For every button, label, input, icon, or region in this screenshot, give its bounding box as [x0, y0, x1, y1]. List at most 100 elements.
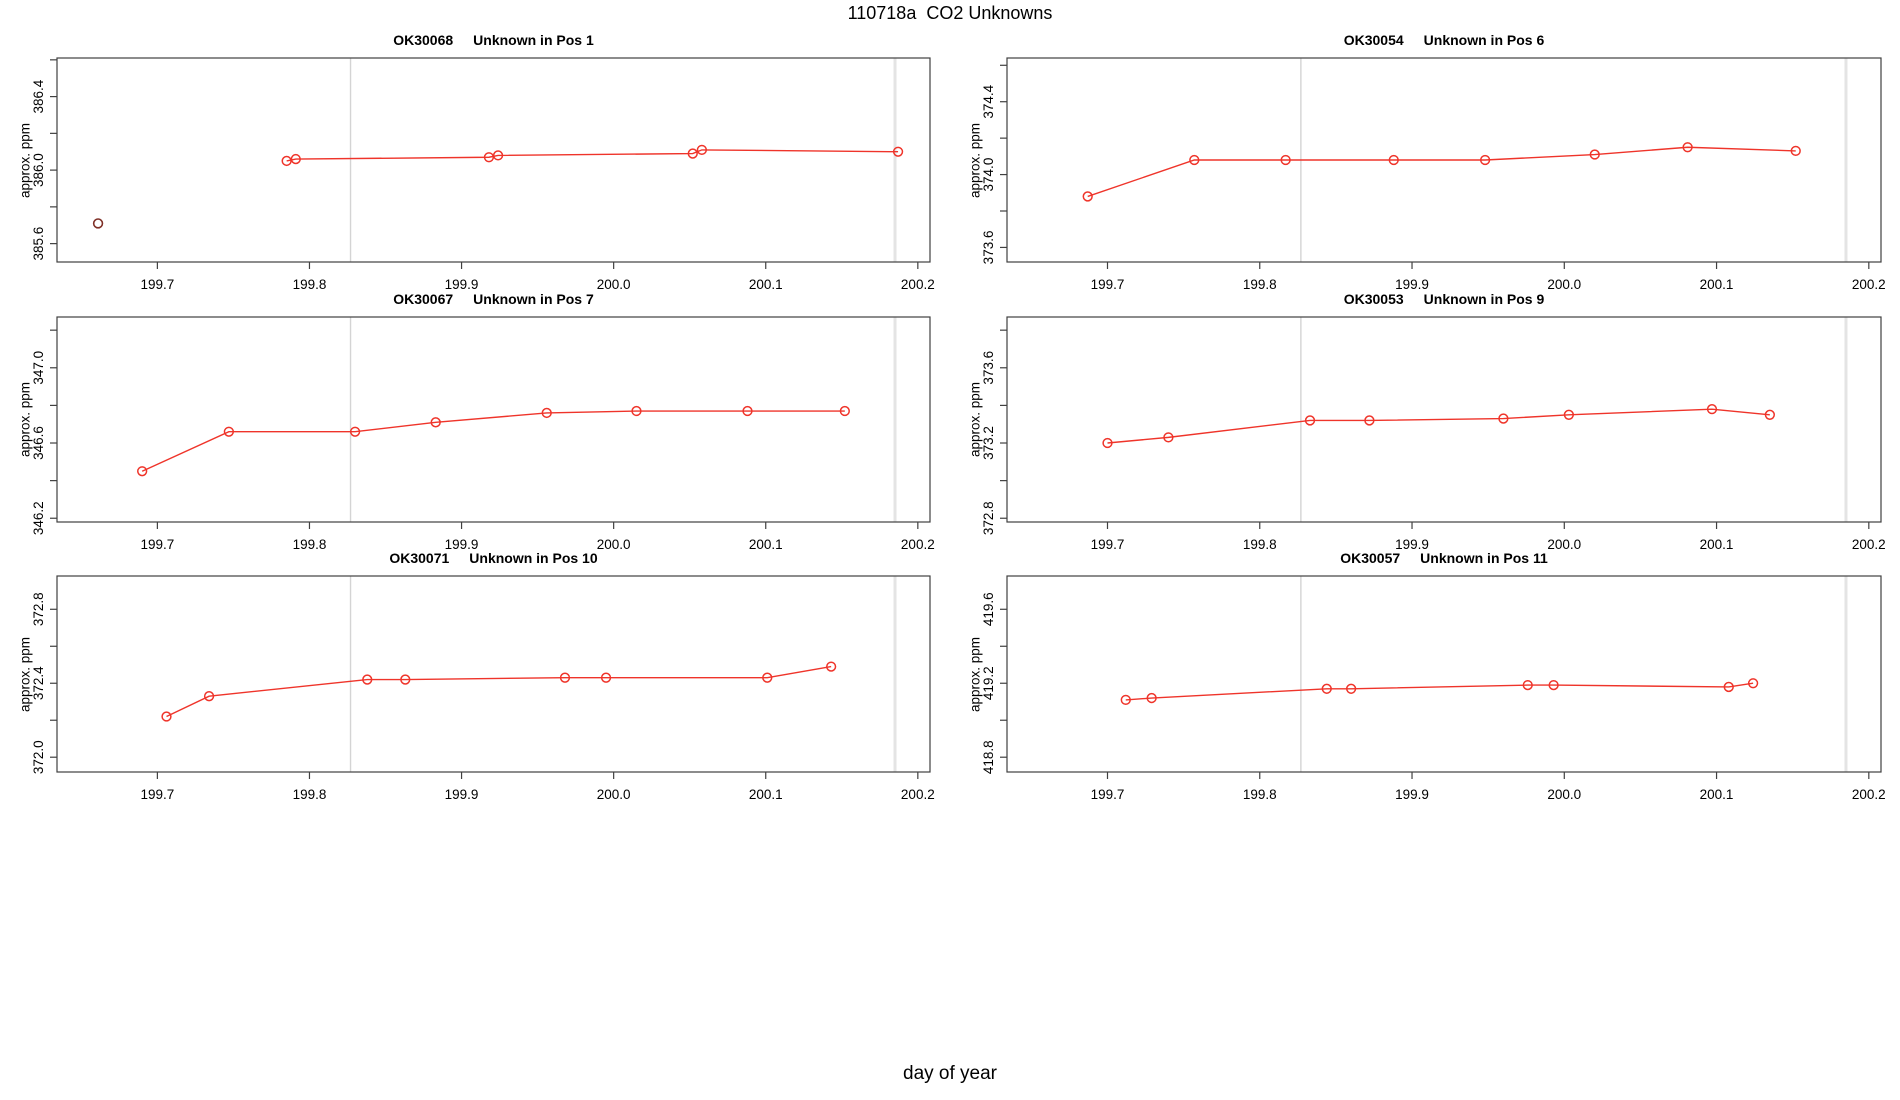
data-line [166, 665, 832, 718]
plot-canvas: 199.7 199.8 199.9 200.0 200.1 200.2 418.8 419.2… [981, 575, 1886, 802]
sample-description: Unknown in Pos 6 [1423, 32, 1545, 48]
x-tick-label: 200.2 [901, 787, 935, 802]
panel-ok30068: OK30068 Unknown in Pos 1 approx. ppm 199.… [0, 20, 950, 319]
y-tick-label: 346.2 [31, 501, 46, 535]
plot-border [56, 575, 931, 773]
y-tick-label: 347.0 [31, 351, 46, 385]
data-line [286, 149, 899, 162]
plot-border [1006, 57, 1882, 263]
panel-title: OK30057 Unknown in Pos 11 [1007, 550, 1881, 566]
data-line [1107, 408, 1770, 444]
x-tick-label: 200.1 [749, 537, 783, 552]
plot-border [56, 316, 931, 523]
y-tick-label: 372.8 [31, 592, 46, 626]
data-point [1764, 409, 1775, 420]
data-point [1747, 678, 1759, 689]
x-tick-label: 200.1 [1700, 787, 1734, 802]
panel-ok30067: OK30067 Unknown in Pos 7 approx. ppm 199.… [0, 279, 950, 579]
panel-title: OK30053 Unknown in Pos 9 [1007, 291, 1881, 307]
data-point [223, 426, 235, 437]
data-point [825, 661, 837, 672]
data-point [1723, 681, 1734, 693]
x-tick-label: 200.0 [597, 537, 631, 552]
x-tick-label: 199.7 [1091, 537, 1125, 552]
data-point [1280, 154, 1291, 166]
data-point [1589, 149, 1600, 160]
x-tick-label: 200.2 [1852, 787, 1886, 802]
data-line [1125, 682, 1754, 701]
x-tick-label: 199.8 [1243, 537, 1277, 552]
data-point [1498, 413, 1509, 424]
x-tick-label: 199.9 [445, 537, 479, 552]
sample-id: OK30067 [393, 291, 454, 307]
x-tick-label: 199.9 [1395, 277, 1429, 292]
y-tick-label: 386.4 [31, 79, 46, 113]
x-tick-label: 199.9 [1395, 787, 1429, 802]
panel-title: OK30068 Unknown in Pos 1 [57, 32, 930, 48]
x-tick-label: 200.1 [1700, 537, 1734, 552]
sample-id: OK30068 [393, 32, 454, 48]
y-tick-label: 419.6 [981, 592, 996, 626]
panel-ok30053: OK30053 Unknown in Pos 9 approx. ppm 199.… [937, 279, 1900, 579]
data-point [492, 150, 504, 161]
y-tick-label: 374.0 [981, 158, 996, 192]
data-point [892, 146, 904, 157]
data-point [742, 405, 753, 417]
y-tick-label: 373.2 [981, 426, 996, 460]
data-point [687, 148, 698, 159]
data-point [1345, 683, 1357, 694]
data-point [1082, 191, 1093, 202]
panel-title: OK30067 Unknown in Pos 7 [57, 291, 930, 307]
data-point [600, 672, 612, 683]
y-tick-label: 373.6 [981, 231, 996, 265]
plot-border [56, 57, 931, 263]
x-tick-label: 199.7 [1091, 277, 1125, 292]
x-tick-label: 200.0 [1547, 537, 1581, 552]
sample-description: Unknown in Pos 1 [473, 32, 594, 48]
data-point [430, 417, 441, 428]
x-tick-label: 199.7 [1091, 787, 1125, 802]
data-point [203, 691, 215, 702]
y-tick-label: 418.8 [981, 740, 996, 774]
x-tick-label: 200.1 [749, 787, 783, 802]
x-tick-label: 199.9 [445, 787, 479, 802]
y-tick-label: 373.6 [981, 351, 996, 385]
y-tick-label: 385.6 [31, 227, 46, 261]
plot-border [1006, 575, 1882, 773]
x-axis-title: day of year [903, 1063, 997, 1084]
x-tick-label: 200.2 [901, 537, 935, 552]
main-title: 110718a CO2 Unknowns [847, 3, 1053, 23]
data-point [1522, 679, 1533, 691]
plot-canvas: 199.7 199.8 199.9 200.0 200.1 200.2 385.6 386.0… [31, 57, 935, 292]
plot-canvas: 199.7 199.8 199.9 200.0 200.1 200.2 346.2 346.6… [31, 316, 935, 552]
y-tick-label: 386.0 [31, 153, 46, 187]
data-point [290, 153, 301, 165]
sample-id: OK30057 [1340, 550, 1401, 566]
panel-title: OK30071 Unknown in Pos 10 [57, 550, 930, 566]
y-tick-label: 372.8 [981, 501, 996, 535]
data-line [141, 410, 845, 472]
plot-canvas: 199.7 199.8 199.9 200.0 200.1 200.2 373.6 374.0… [981, 57, 1886, 292]
data-point [1321, 683, 1332, 694]
x-tick-label: 200.2 [901, 277, 935, 292]
panel-title: OK30054 Unknown in Pos 6 [1007, 32, 1881, 48]
sample-id: OK30053 [1343, 291, 1404, 307]
panel-ok30057: OK30057 Unknown in Pos 11 approx. ppm 199… [937, 538, 1900, 829]
sample-id: OK30071 [389, 550, 450, 566]
data-point [1563, 409, 1575, 420]
x-tick-label: 199.8 [1243, 787, 1277, 802]
data-point [1548, 679, 1559, 691]
data-point [1682, 142, 1693, 153]
x-tick-label: 199.9 [1395, 537, 1429, 552]
data-point [1706, 404, 1718, 415]
x-tick-label: 199.8 [293, 787, 327, 802]
data-point [1388, 154, 1399, 166]
x-tick-label: 199.7 [140, 537, 174, 552]
x-tick-label: 199.8 [293, 277, 327, 292]
x-tick-label: 200.0 [1547, 787, 1581, 802]
x-tick-label: 200.2 [1852, 537, 1886, 552]
data-point [1146, 692, 1157, 704]
x-tick-label: 199.8 [1243, 277, 1277, 292]
sample-id: OK30054 [1343, 32, 1404, 48]
